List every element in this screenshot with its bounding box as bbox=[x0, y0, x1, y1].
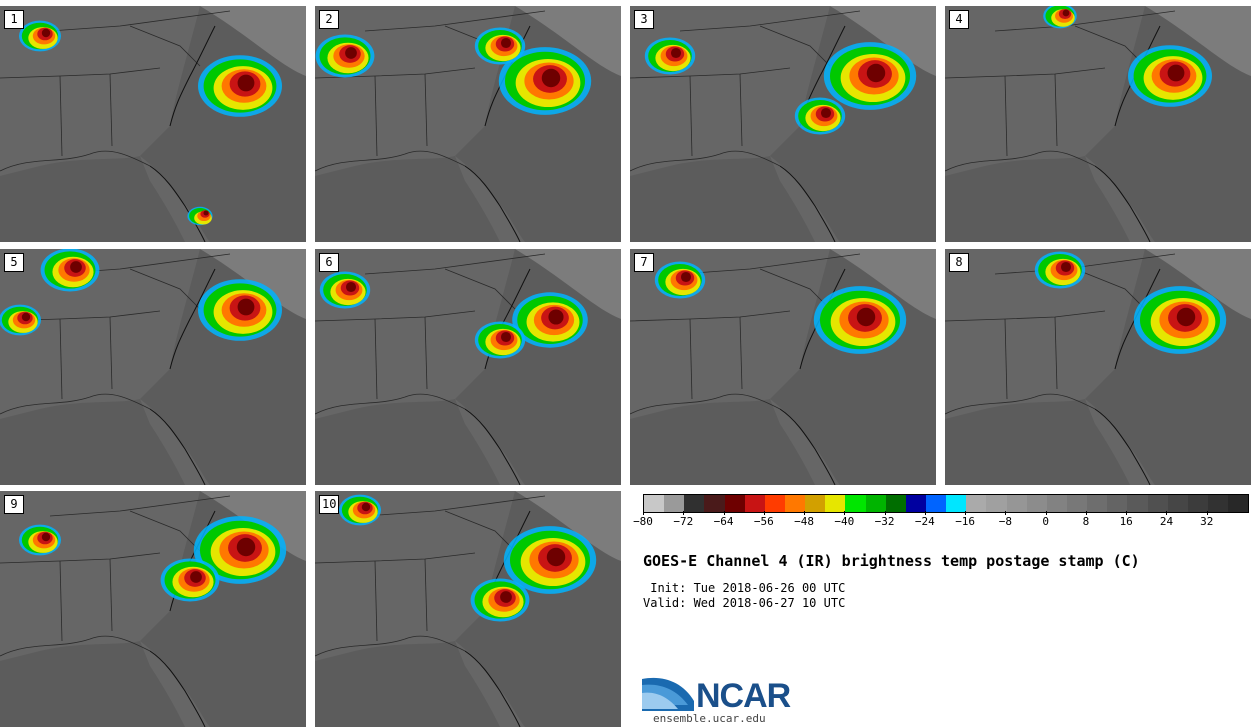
colorbar-swatch bbox=[925, 495, 947, 512]
init-time: Init: Tue 2018-06-26 00 UTC bbox=[643, 581, 846, 595]
postage-stamp-panel[interactable]: 10 bbox=[315, 491, 621, 727]
colorbar-swatch bbox=[1228, 495, 1249, 512]
colorbar-tick-label: −8 bbox=[998, 515, 1013, 528]
colorbar-swatch bbox=[966, 495, 987, 512]
panel-number: 2 bbox=[319, 10, 339, 29]
panel-number: 3 bbox=[634, 10, 654, 29]
colorbar-tick-label: 32 bbox=[1200, 515, 1214, 528]
colorbar-swatch bbox=[805, 495, 826, 512]
panel-number: 6 bbox=[319, 253, 339, 272]
colorbar-swatch bbox=[684, 495, 705, 512]
logo-url[interactable]: ensemble.ucar.edu bbox=[653, 712, 766, 725]
colorbar-swatch bbox=[1127, 495, 1148, 512]
colorbar-tick-label: −32 bbox=[874, 515, 895, 528]
colorbar-tick bbox=[965, 511, 967, 515]
figure-title: GOES-E Channel 4 (IR) brightness temp po… bbox=[643, 552, 1140, 570]
colorbar-swatch bbox=[946, 495, 967, 512]
postage-stamp-panel[interactable]: 7 bbox=[630, 249, 936, 485]
colorbar-tick bbox=[683, 511, 685, 515]
panel-number: 10 bbox=[319, 495, 340, 514]
colorbar-swatch bbox=[1207, 495, 1229, 512]
postage-stamp-panel[interactable]: 2 bbox=[315, 6, 621, 242]
colorbar-tick bbox=[924, 511, 926, 515]
colorbar-tick bbox=[723, 511, 725, 515]
colorbar-swatch bbox=[784, 495, 806, 512]
logo-text: NCAR bbox=[696, 677, 791, 715]
colorbar-tick-label: −24 bbox=[914, 515, 935, 528]
colorbar-tick bbox=[804, 511, 806, 515]
colorbar-tick bbox=[643, 511, 644, 515]
colorbar-tick-label: −72 bbox=[673, 515, 694, 528]
colorbar-swatch bbox=[865, 495, 886, 512]
panel-number: 8 bbox=[949, 253, 969, 272]
colorbar-swatch bbox=[1046, 495, 1067, 512]
valid-time: Valid: Wed 2018-06-27 10 UTC bbox=[643, 596, 846, 610]
colorbar-tick-label: 8 bbox=[1082, 515, 1090, 528]
colorbar-swatch bbox=[1147, 495, 1168, 512]
colorbar-swatch bbox=[1026, 495, 1047, 512]
colorbar-tick bbox=[1085, 511, 1087, 515]
colorbar-ticks bbox=[643, 511, 1247, 515]
postage-stamp-panel[interactable]: 1 bbox=[0, 6, 306, 242]
colorbar-tick bbox=[1206, 511, 1208, 515]
colorbar-tick-label: −64 bbox=[713, 515, 734, 528]
colorbar-swatch bbox=[1107, 495, 1128, 512]
colorbar-tick bbox=[844, 511, 846, 515]
colorbar-swatch bbox=[644, 495, 665, 512]
colorbar-tick bbox=[1045, 511, 1047, 515]
colorbar-tick-label: −80 bbox=[633, 515, 653, 528]
colorbar-tick bbox=[763, 511, 765, 515]
colorbar-tick-label: −40 bbox=[834, 515, 855, 528]
colorbar-swatch bbox=[764, 495, 785, 512]
colorbar-swatch bbox=[1167, 495, 1188, 512]
colorbar-swatch bbox=[905, 495, 926, 512]
colorbar-tick-label: 24 bbox=[1159, 515, 1174, 528]
colorbar-swatch bbox=[986, 495, 1007, 512]
colorbar-swatch bbox=[744, 495, 765, 512]
colorbar-tick bbox=[1126, 511, 1128, 515]
panel-number: 5 bbox=[4, 253, 24, 272]
colorbar-tick bbox=[1166, 511, 1168, 515]
colorbar-tick-label: −56 bbox=[753, 515, 774, 528]
colorbar-swatch bbox=[724, 495, 745, 512]
panel-number: 9 bbox=[4, 495, 24, 514]
colorbar-swatch bbox=[664, 495, 685, 512]
colorbar-swatch bbox=[1187, 495, 1208, 512]
panel-number: 4 bbox=[949, 10, 969, 29]
colorbar-swatch bbox=[1006, 495, 1027, 512]
colorbar-swatch bbox=[704, 495, 725, 512]
colorbar-tick-label: 0 bbox=[1042, 515, 1049, 528]
colorbar-tick bbox=[1005, 511, 1007, 515]
colorbar-labels: −80 −72 −64 −56 −48 −40 −32 −24 −16 −8 0 8 16 24 32 bbox=[633, 515, 1247, 531]
colorbar-tick bbox=[884, 511, 886, 515]
ncar-logo-icon bbox=[642, 677, 694, 711]
colorbar-swatch bbox=[825, 495, 846, 512]
colorbar-tick-label: −48 bbox=[794, 515, 814, 528]
postage-stamp-panel[interactable]: 3 bbox=[630, 6, 936, 242]
colorbar-swatch bbox=[845, 495, 866, 512]
panel-number: 1 bbox=[4, 10, 24, 29]
postage-stamp-panel[interactable]: 8 bbox=[945, 249, 1251, 485]
postage-stamp-panel[interactable]: 5 bbox=[0, 249, 306, 485]
colorbar-swatch bbox=[1066, 495, 1088, 512]
colorbar-swatch bbox=[885, 495, 906, 512]
colorbar-tick-label: −16 bbox=[955, 515, 976, 528]
colorbar bbox=[643, 494, 1249, 513]
postage-stamp-panel[interactable]: 9 bbox=[0, 491, 306, 727]
postage-stamp-panel[interactable]: 4 bbox=[945, 6, 1251, 242]
colorbar-swatch bbox=[1087, 495, 1108, 512]
postage-stamp-panel[interactable]: 6 bbox=[315, 249, 621, 485]
panel-number: 7 bbox=[634, 253, 654, 272]
colorbar-tick-label: 16 bbox=[1119, 515, 1133, 528]
